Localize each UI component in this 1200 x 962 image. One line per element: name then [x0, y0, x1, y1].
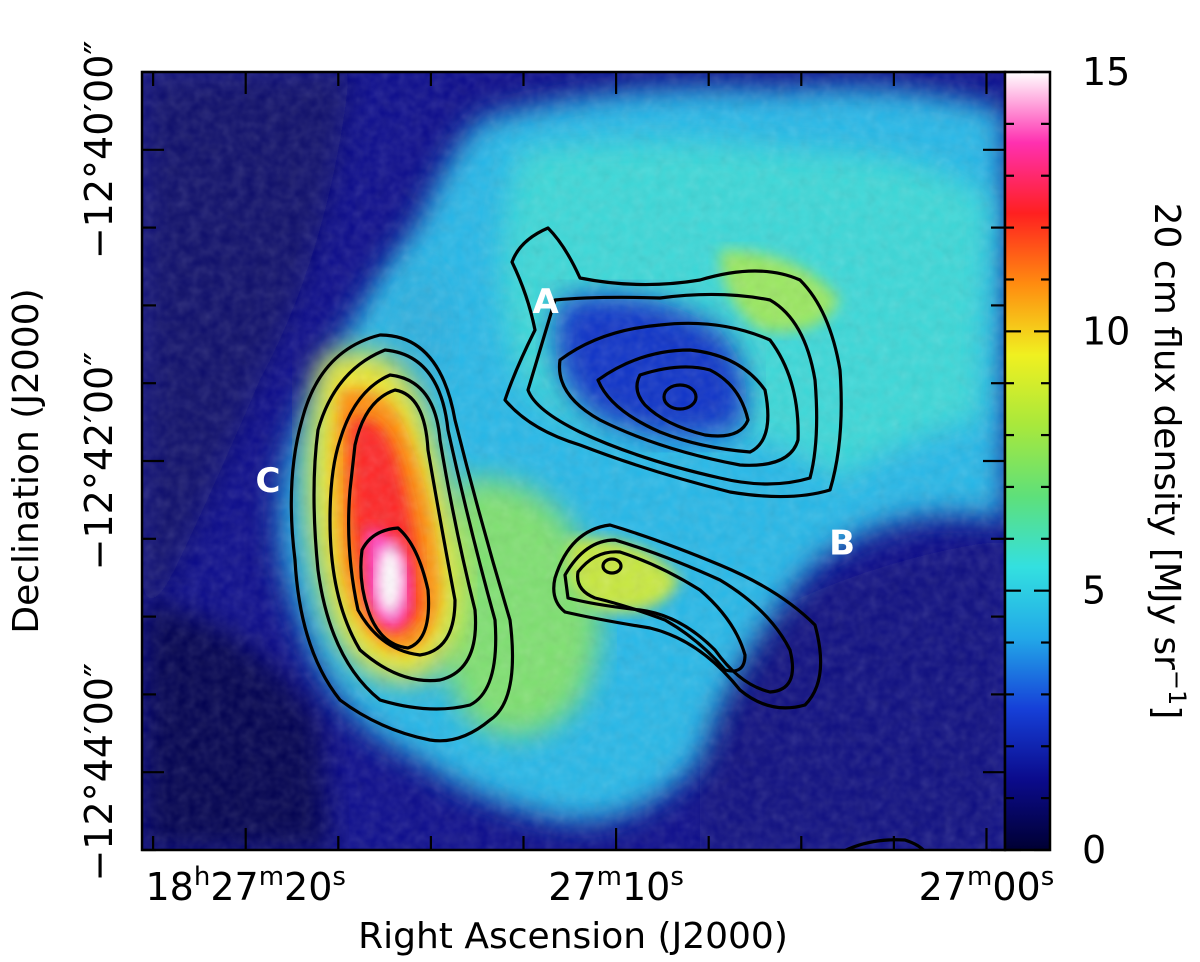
y-tick-label: −12°42′00″	[77, 352, 121, 571]
y-tick-label: −12°44′00″	[77, 663, 121, 882]
y-tick-labels: −12°40′00″ −12°42′00″ −12°44′00″	[77, 40, 121, 881]
contours	[289, 226, 926, 850]
colorbar-label: 20 cm flux density [MJy sr−1]	[1146, 203, 1191, 720]
axis-ticks	[142, 70, 1005, 852]
source-label-b: B	[829, 523, 855, 563]
contour-b-2	[563, 538, 795, 694]
contour-bottom	[842, 838, 926, 850]
colorbar-tick-label: 10	[1082, 309, 1130, 353]
source-label-c: C	[255, 461, 280, 501]
contour-b-1	[552, 523, 823, 710]
contour-c-5	[359, 526, 431, 650]
contour-a-4	[596, 348, 770, 454]
colorbar-tick-label: 15	[1082, 50, 1130, 94]
colorbar	[1003, 70, 1052, 852]
contour-a-3	[557, 321, 800, 467]
x-tick-label: 27m10s	[548, 862, 684, 909]
source-label-a: A	[533, 282, 560, 322]
colorbar-tick-labels: 0 5 10 15	[1082, 50, 1130, 872]
x-axis-label: Right Ascension (J2000)	[358, 916, 788, 957]
contour-b-3	[576, 550, 747, 673]
colorbar-ticks	[1005, 70, 1050, 852]
y-axis-label: Declination (J2000)	[6, 288, 47, 633]
contour-a-1	[503, 226, 843, 499]
y-tick-label: −12°40′00″	[77, 40, 121, 259]
contour-a-6	[662, 383, 698, 411]
contour-c-2	[312, 348, 498, 711]
colorbar-tick-label: 0	[1082, 828, 1106, 872]
x-tick-label: 18h27m20s	[145, 862, 345, 909]
contour-c-3	[328, 373, 478, 683]
heatmap-image	[142, 72, 1005, 850]
contour-a-2	[526, 292, 819, 486]
source-labels: A B C	[255, 282, 855, 563]
contour-c-4	[347, 388, 457, 657]
x-tick-label: 27m00s	[919, 862, 1055, 909]
colorbar-tick-label: 5	[1082, 569, 1106, 613]
contour-b-4	[601, 557, 623, 575]
contour-c-1	[289, 333, 515, 743]
contour-a-5	[635, 365, 750, 438]
x-tick-labels: 18h27m20s 27m10s 27m00s	[145, 862, 1054, 909]
